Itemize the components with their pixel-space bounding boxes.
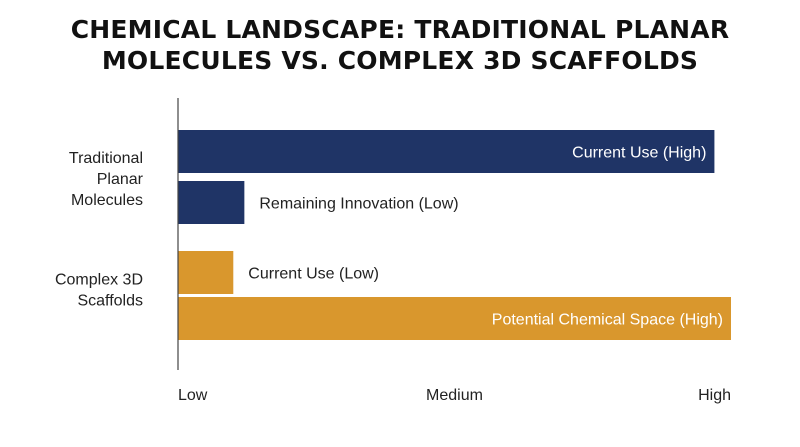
chart-title-line-2: MOLECULES VS. COMPLEX 3D SCAFFOLDS	[101, 46, 699, 75]
bar	[178, 181, 245, 224]
x-tick-label: High	[698, 387, 731, 404]
chart-title-line-1: CHEMICAL LANDSCAPE: TRADITIONAL PLANAR	[70, 15, 730, 44]
plot-area: Current Use (High) Remaining Innovation (…	[55, 98, 731, 404]
category-label: Traditional	[69, 150, 143, 167]
category-label: Molecules	[71, 192, 143, 209]
bar	[178, 130, 715, 173]
x-tick-label: Medium	[426, 387, 483, 404]
category-label: Scaffolds	[77, 293, 143, 310]
category-label: Complex 3D	[55, 272, 143, 289]
bar-label: Current Use (High)	[572, 145, 706, 162]
bar-label: Potential Chemical Space (High)	[492, 312, 723, 329]
x-tick-label: Low	[178, 387, 208, 404]
bar-label: Current Use (Low)	[248, 266, 379, 283]
category-label: Planar	[97, 171, 144, 188]
bar	[178, 297, 731, 340]
chart-title: CHEMICAL LANDSCAPE: TRADITIONAL PLANAR M…	[0, 14, 800, 76]
bar-label: Remaining Innovation (Low)	[259, 196, 458, 213]
bar	[178, 251, 234, 294]
